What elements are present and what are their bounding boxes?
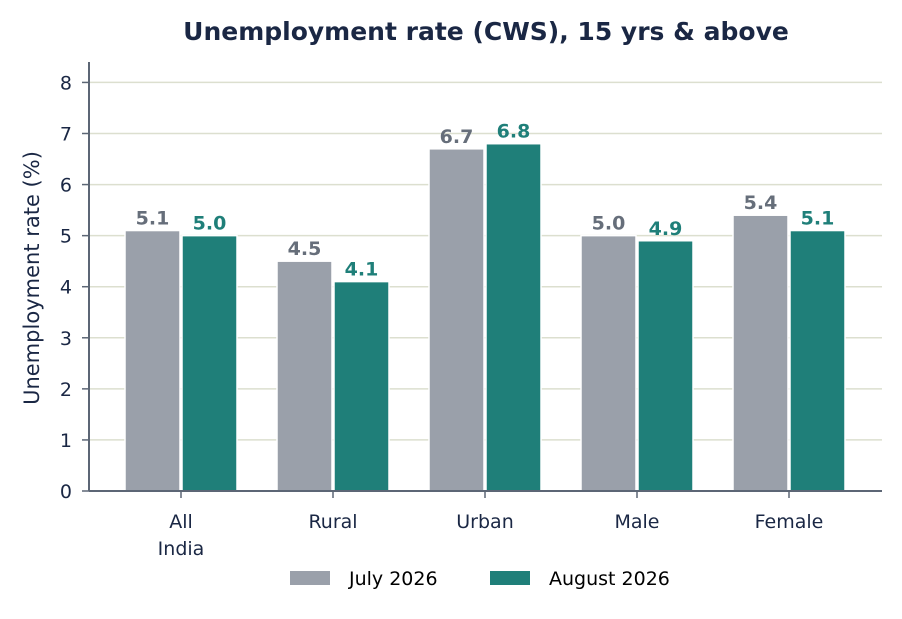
bars: 5.1 4.5 6.7 5.0 5.4 5.0 4.1 6.8 4.9 5.1	[124, 121, 846, 492]
y-axis-label: Unemployment rate (%)	[20, 151, 44, 405]
y-tick-label: 0	[60, 481, 72, 503]
x-axis-ticks: All India Rural Urban Male Female	[158, 491, 824, 560]
bar	[276, 260, 333, 492]
x-tick-label: Female	[755, 511, 824, 533]
x-tick-label: Urban	[456, 511, 513, 533]
y-tick-label: 1	[60, 430, 72, 452]
data-label: 5.1	[136, 208, 170, 230]
data-label: 6.8	[497, 121, 531, 143]
bar	[181, 234, 238, 492]
data-label: 6.7	[440, 126, 474, 148]
bar	[580, 234, 637, 492]
legend-label: August 2026	[549, 568, 670, 590]
bar	[732, 214, 789, 492]
data-label: 5.4	[744, 192, 778, 214]
x-tick-label: All India	[158, 511, 205, 560]
data-label: 5.1	[801, 208, 835, 230]
y-tick-label: 8	[60, 72, 72, 94]
legend-label: July 2026	[348, 568, 438, 590]
legend-swatch	[290, 571, 330, 585]
data-label: 4.5	[288, 238, 322, 260]
data-label: 4.1	[345, 259, 379, 281]
x-tick-label: Male	[614, 511, 659, 533]
data-label: 5.0	[193, 213, 227, 235]
y-tick-label: 6	[60, 175, 72, 197]
bar	[333, 280, 390, 492]
bar	[637, 240, 694, 492]
legend: July 2026 August 2026	[290, 568, 670, 590]
y-tick-label: 7	[60, 124, 72, 146]
bar	[124, 229, 181, 492]
x-tick-label: Rural	[308, 511, 357, 533]
y-tick-label: 2	[60, 379, 72, 401]
y-tick-label: 5	[60, 226, 72, 248]
legend-swatch	[490, 571, 530, 585]
chart-title: Unemployment rate (CWS), 15 yrs & above	[183, 17, 789, 46]
data-label: 4.9	[649, 218, 683, 240]
y-tick-label: 4	[60, 277, 72, 299]
bar	[789, 229, 846, 492]
data-label: 5.0	[592, 213, 626, 235]
y-axis-ticks: 0 1 2 3 4 5 6 7 8	[60, 72, 89, 503]
y-tick-label: 3	[60, 328, 72, 350]
bar	[485, 142, 542, 492]
bar	[428, 148, 485, 492]
